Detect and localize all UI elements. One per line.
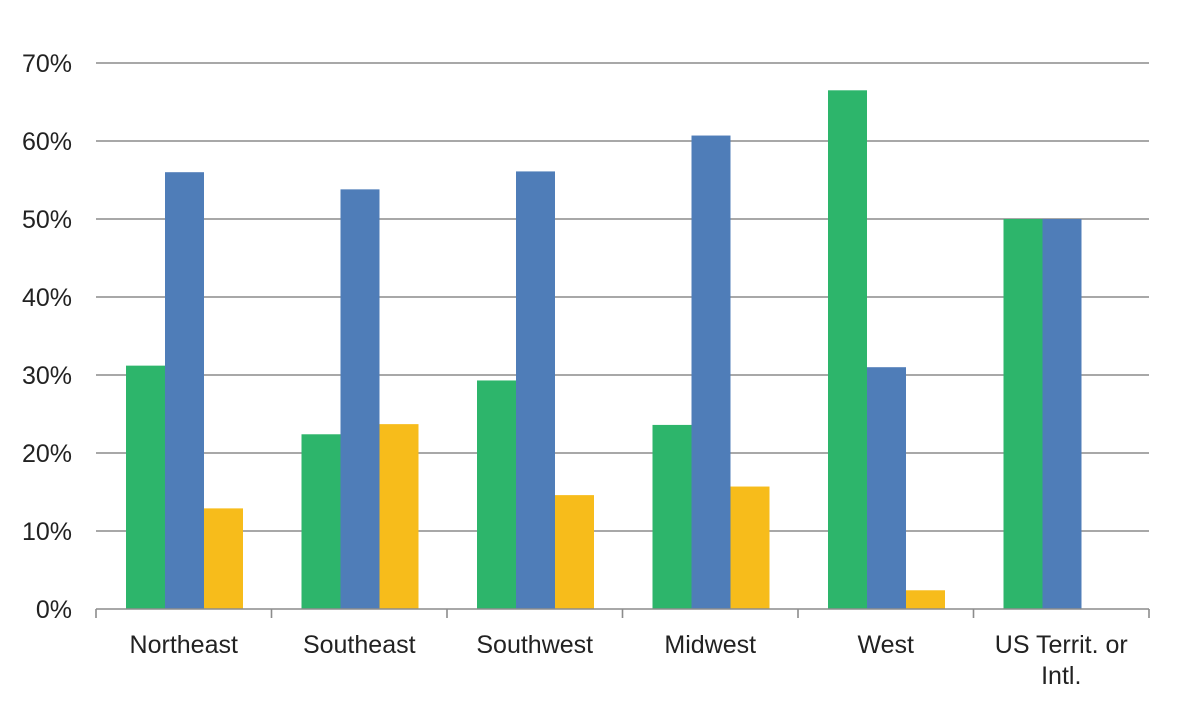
bar <box>126 365 165 609</box>
bar <box>867 367 906 609</box>
y-tick-label: 50% <box>22 206 72 234</box>
bar <box>730 486 770 609</box>
y-tick-label: 60% <box>22 128 72 156</box>
x-axis <box>95 608 1150 618</box>
bar <box>555 495 594 609</box>
x-axis-category-labels: Northeast Southeast Southwest Midwest West US… <box>130 631 1128 690</box>
x-category-label: Southwest <box>476 631 593 659</box>
bars <box>126 90 1082 610</box>
bar <box>165 172 204 609</box>
x-category-label: Northeast <box>130 631 238 659</box>
gridlines <box>96 62 1149 532</box>
y-tick-label: 10% <box>22 518 72 546</box>
bar <box>301 434 341 609</box>
bar <box>516 171 555 610</box>
bar <box>1003 219 1043 609</box>
y-axis-tick-labels: 0% 10% 20% 30% 40% 50% 60% 70% <box>22 50 72 624</box>
bar <box>652 424 692 609</box>
bar <box>477 380 516 609</box>
x-category-label: US Territ. or Intl. <box>995 631 1128 690</box>
bar <box>1042 219 1082 609</box>
bar <box>691 135 731 610</box>
y-tick-label: 40% <box>22 284 72 312</box>
bar <box>828 90 867 610</box>
x-category-label: Southeast <box>303 631 416 659</box>
bar <box>204 508 243 609</box>
y-tick-label: 30% <box>22 362 72 390</box>
y-tick-label: 0% <box>36 596 72 624</box>
bar <box>340 189 380 610</box>
y-tick-label: 20% <box>22 440 72 468</box>
x-category-label: Midwest <box>664 631 756 659</box>
bar <box>379 424 419 609</box>
x-category-label: West <box>858 631 915 659</box>
y-tick-label: 70% <box>22 50 72 78</box>
bar <box>906 590 945 609</box>
